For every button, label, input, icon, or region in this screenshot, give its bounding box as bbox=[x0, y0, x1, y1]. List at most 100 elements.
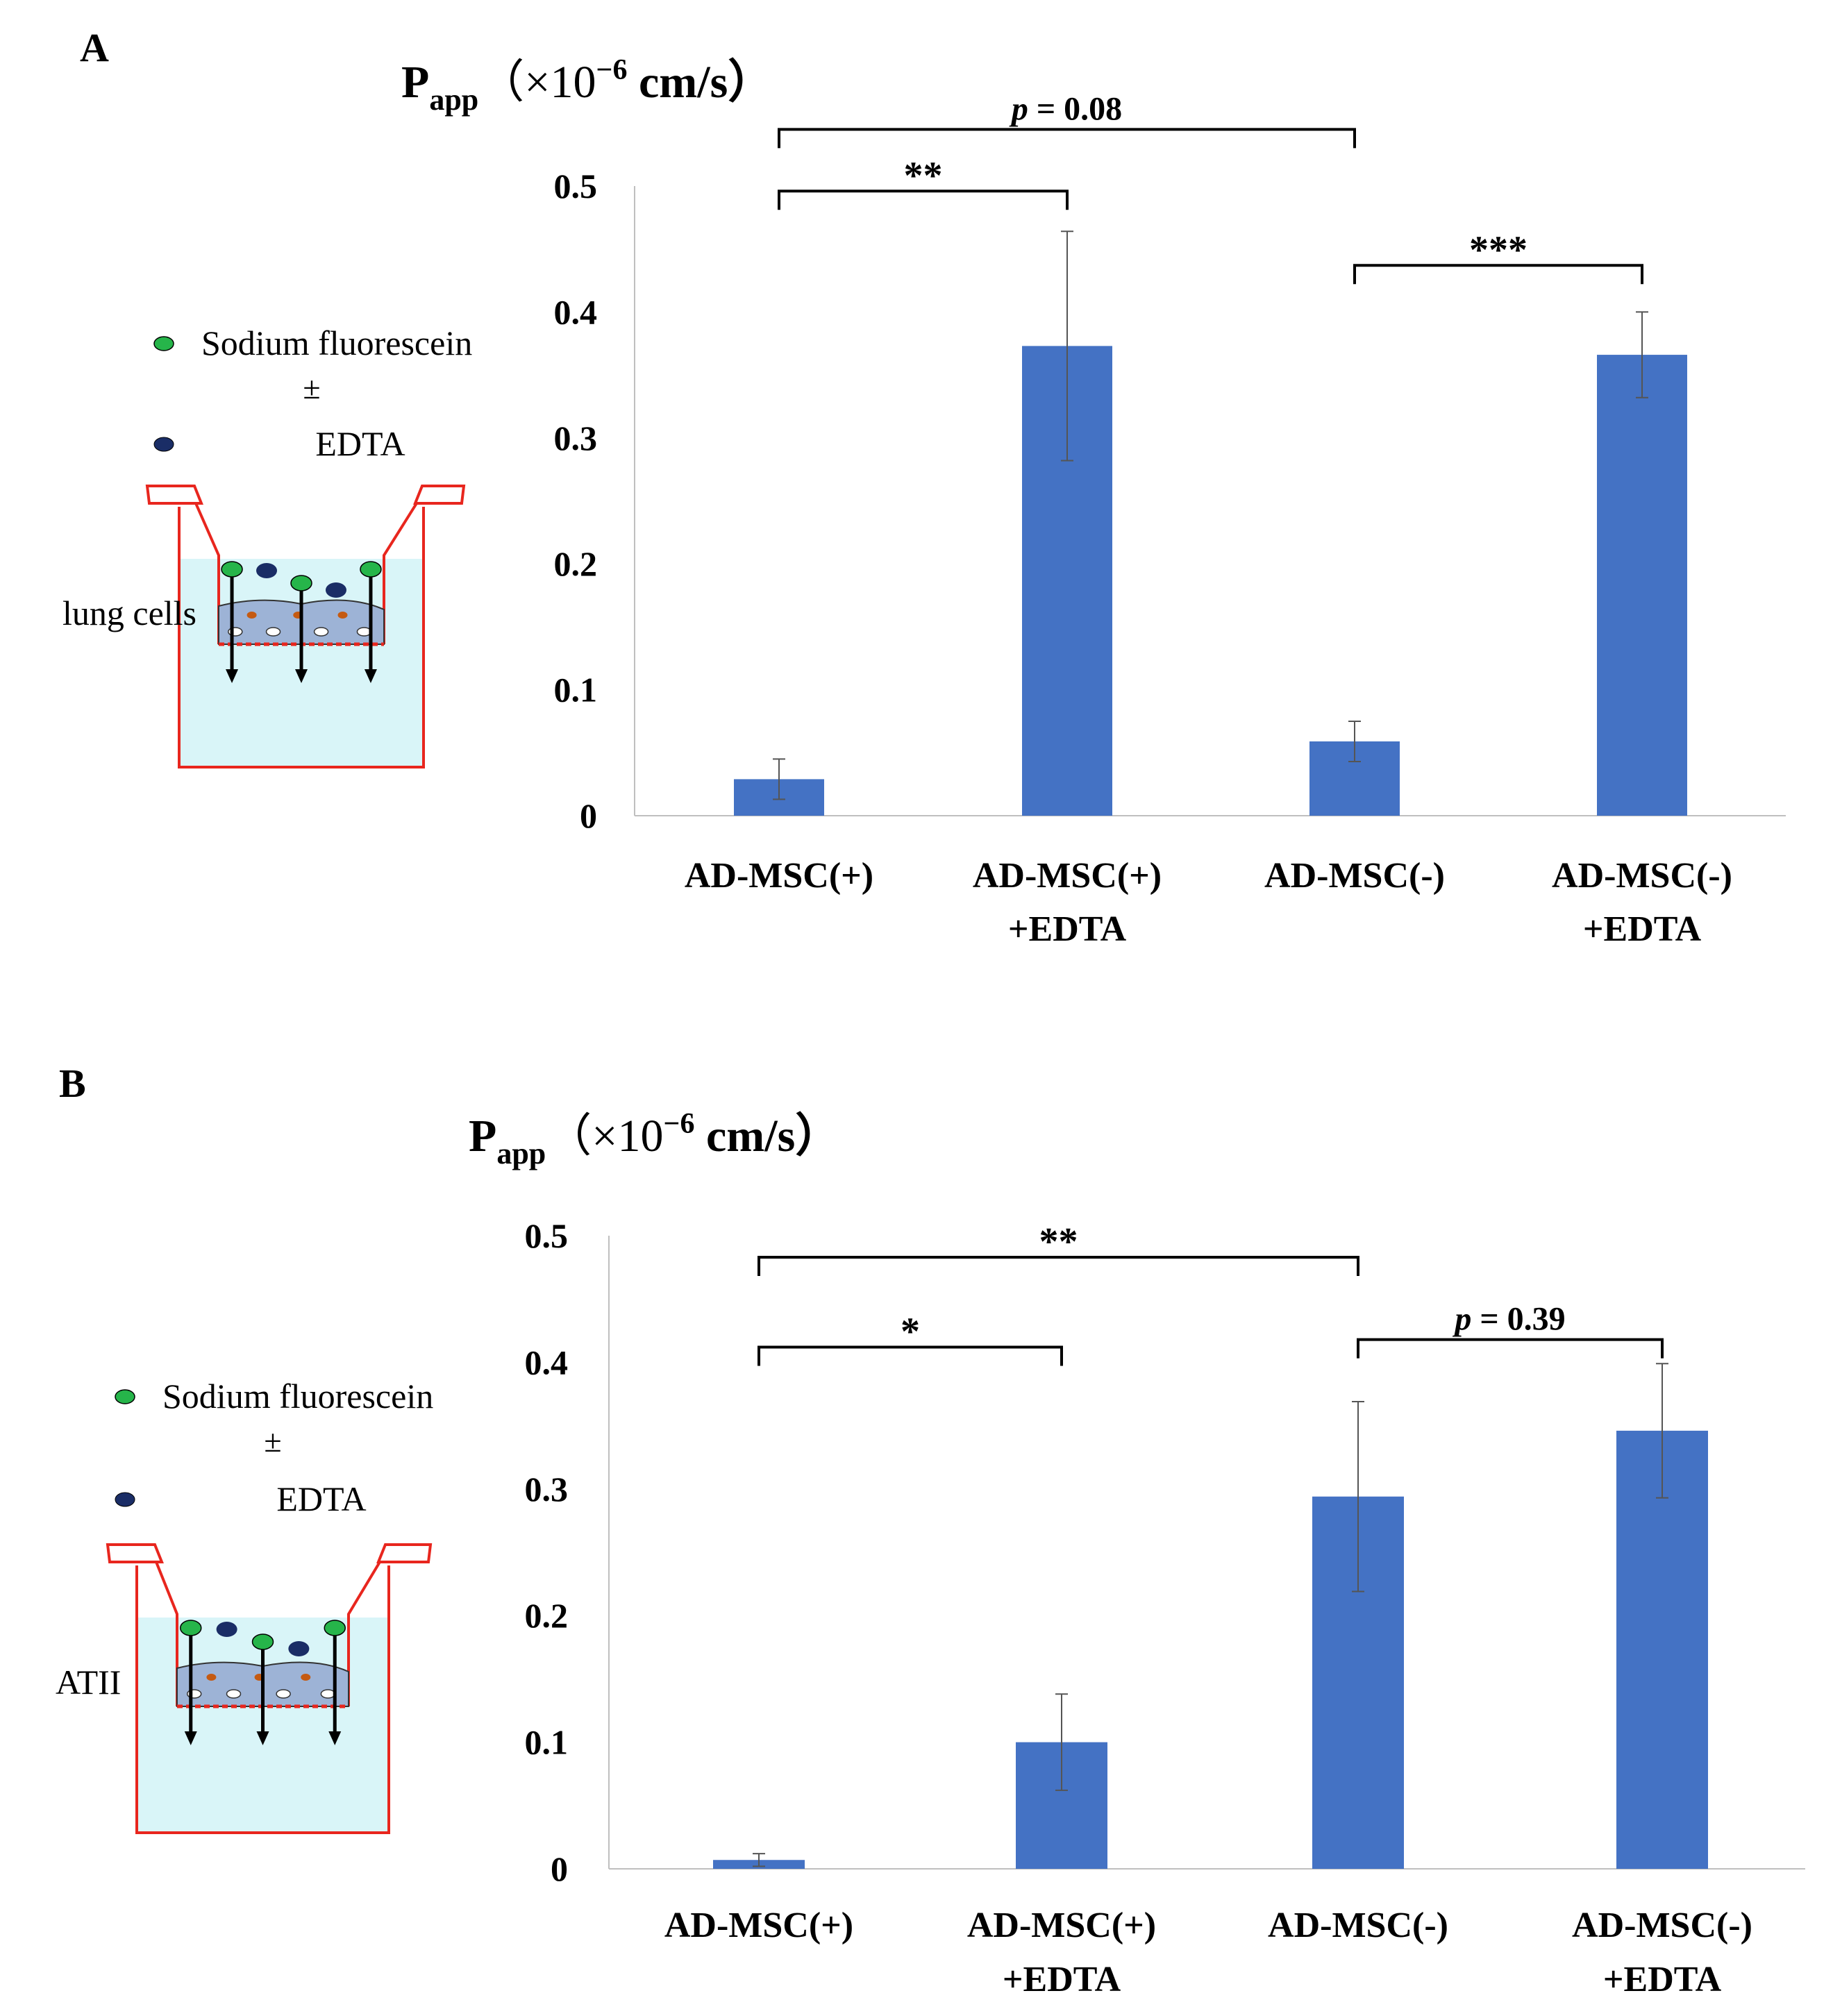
fluorescein-molecule-icon bbox=[251, 1633, 274, 1650]
significance-p: p bbox=[1452, 1301, 1471, 1338]
transwell-schematic: Sodium fluorescein ± EDTA lung cells bbox=[62, 324, 472, 768]
significance-label: ** bbox=[904, 154, 943, 197]
y-axis-title-unit: （×10 bbox=[478, 57, 596, 108]
y-tick-label: 0.5 bbox=[554, 167, 598, 205]
bracket-line bbox=[778, 128, 1356, 149]
significance-bracket: * bbox=[758, 1311, 1063, 1366]
x-category-label-line2: +EDTA bbox=[1583, 909, 1702, 949]
significance-bracket: p = 0.39 bbox=[1357, 1301, 1664, 1359]
x-category-label: AD-MSC(-) bbox=[1552, 856, 1732, 896]
fluorescein-molecule-icon bbox=[360, 561, 382, 578]
cell-nucleus bbox=[356, 627, 372, 637]
y-axis-title: Papp（×10−6 cm/s） bbox=[469, 1108, 841, 1170]
insert-flange-left bbox=[106, 1543, 164, 1563]
y-axis-title-unit-tail: cm/s） bbox=[694, 1110, 841, 1161]
arrow-head-icon bbox=[295, 669, 308, 683]
fluorescein-molecule-icon bbox=[290, 575, 312, 591]
x-category-label-line2: +EDTA bbox=[1603, 1960, 1722, 1999]
y-axis-title-exponent: −6 bbox=[664, 1108, 695, 1140]
x-category-label: AD-MSC(-) bbox=[1572, 1906, 1752, 1945]
y-axis-title-sub: app bbox=[496, 1136, 546, 1170]
cell-nucleus bbox=[265, 627, 281, 637]
panel-A: A Papp（×10−6 cm/s） 0 0.1 0.2 0.3 0.4 0.5 AD-MSC(… bbox=[62, 25, 1786, 949]
y-tick-label: 0.3 bbox=[525, 1470, 569, 1509]
transwell-schematic: Sodium fluorescein ± EDTA ATII bbox=[56, 1377, 433, 1834]
cell-nucleus bbox=[313, 627, 329, 637]
y-tick-label: 0.2 bbox=[554, 544, 598, 583]
panel-B: B Papp（×10−6 cm/s） 0 0.1 0.2 0.3 0.4 0.5 AD-MSC(… bbox=[56, 1061, 1805, 1999]
y-tick-label: 0.1 bbox=[554, 671, 598, 709]
x-category-label: AD-MSC(+) bbox=[685, 856, 873, 896]
bracket-line bbox=[758, 1345, 1063, 1366]
y-axis-title: Papp（×10−6 cm/s） bbox=[401, 54, 773, 117]
bar bbox=[1597, 355, 1687, 816]
fluorescein-molecule-icon bbox=[221, 561, 243, 578]
significance-label: * bbox=[901, 1311, 920, 1354]
edta-molecule-icon bbox=[256, 563, 278, 578]
arrow-head-icon bbox=[364, 669, 377, 683]
fluorescein-marker-icon bbox=[115, 1389, 135, 1404]
bracket-line bbox=[758, 1256, 1359, 1277]
edta-molecule-icon bbox=[325, 582, 346, 598]
panel-label: B bbox=[59, 1061, 86, 1106]
y-tick-label: 0.4 bbox=[554, 292, 598, 331]
fluorescein-marker-icon bbox=[153, 336, 174, 351]
y-axis-title-unit-tail: cm/s） bbox=[627, 56, 773, 108]
cells-label: lung cells bbox=[62, 594, 196, 632]
y-axis-title-unit: （×10 bbox=[546, 1111, 663, 1161]
insert-flange-right bbox=[413, 485, 466, 505]
y-tick-label: 0.5 bbox=[525, 1216, 569, 1255]
legend-fluorescein-label: Sodium fluorescein bbox=[201, 324, 472, 362]
significance-bracket: ** bbox=[758, 1220, 1359, 1277]
y-tick-label: 0 bbox=[551, 1849, 568, 1888]
cell-nucleus bbox=[320, 1689, 336, 1699]
y-axis-title-main: P bbox=[469, 1111, 496, 1161]
bracket-line bbox=[778, 190, 1069, 210]
x-category-label-line2: +EDTA bbox=[1003, 1960, 1121, 1999]
significance-label: p = 0.08 bbox=[1009, 90, 1122, 127]
significance-value: = 0.08 bbox=[1028, 90, 1122, 127]
insert-flange-right bbox=[376, 1543, 433, 1563]
arrow-head-icon bbox=[328, 1731, 342, 1745]
significance-p: p bbox=[1009, 90, 1028, 127]
edta-marker-icon bbox=[115, 1492, 135, 1507]
x-category-label: AD-MSC(-) bbox=[1264, 856, 1445, 896]
cell-junction bbox=[337, 612, 348, 619]
significance-bracket: ** bbox=[778, 154, 1069, 210]
y-axis-title-main: P bbox=[401, 57, 429, 108]
cell-nucleus bbox=[226, 1689, 242, 1699]
bracket-line bbox=[1353, 264, 1643, 285]
insert-flange-left bbox=[145, 485, 203, 505]
legend-plus-minus: ± bbox=[303, 370, 320, 405]
x-category-label: AD-MSC(+) bbox=[967, 1906, 1156, 1945]
y-tick-label: 0 bbox=[580, 796, 597, 835]
significance-label: *** bbox=[1469, 228, 1528, 271]
well-outline bbox=[178, 507, 425, 768]
bracket-line bbox=[1357, 1338, 1664, 1359]
cell-nucleus bbox=[276, 1689, 291, 1699]
significance-bracket: *** bbox=[1353, 228, 1643, 285]
significance-label: p = 0.39 bbox=[1452, 1301, 1565, 1338]
edta-marker-icon bbox=[153, 437, 174, 452]
legend-edta-label: EDTA bbox=[276, 1479, 366, 1518]
legend-fluorescein-label: Sodium fluorescein bbox=[162, 1377, 433, 1416]
y-tick-label: 0.3 bbox=[554, 419, 598, 457]
well-outline bbox=[135, 1565, 390, 1834]
legend-edta-label: EDTA bbox=[315, 424, 405, 463]
fluorescein-molecule-icon bbox=[180, 1620, 202, 1636]
cell-junction bbox=[301, 1674, 311, 1681]
x-category-label: AD-MSC(+) bbox=[973, 856, 1162, 896]
x-category-label-line2: +EDTA bbox=[1008, 909, 1127, 949]
cells-label: ATII bbox=[56, 1663, 121, 1702]
y-tick-label: 0.4 bbox=[525, 1343, 569, 1381]
bar bbox=[1616, 1430, 1708, 1869]
y-axis-title-exponent: −6 bbox=[596, 54, 628, 86]
edta-molecule-icon bbox=[288, 1641, 310, 1656]
arrow-head-icon bbox=[184, 1731, 197, 1745]
fluorescein-molecule-icon bbox=[324, 1620, 346, 1636]
cell-junction bbox=[206, 1674, 217, 1681]
x-category-label: AD-MSC(-) bbox=[1268, 1906, 1448, 1945]
significance-bracket: p = 0.08 bbox=[778, 90, 1356, 149]
arrow-head-icon bbox=[256, 1731, 269, 1745]
